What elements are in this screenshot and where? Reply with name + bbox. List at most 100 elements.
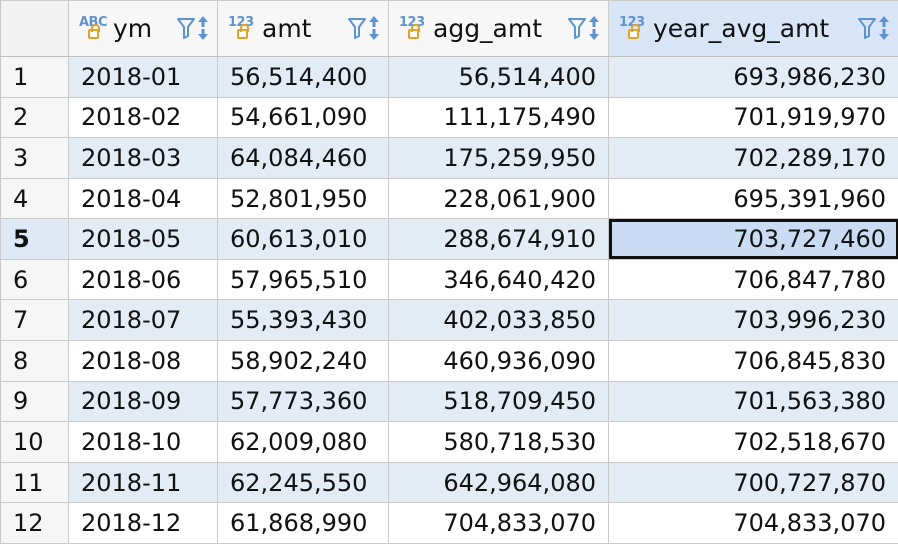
cell-ym[interactable]: 2018-10 xyxy=(68,421,218,463)
lock-icon xyxy=(628,23,640,39)
row-number[interactable]: 5 xyxy=(0,218,69,260)
cell-year-avg-amt[interactable]: 706,847,780 xyxy=(608,258,898,301)
grid-body: 1 2018-01 56,514,400 56,514,400 693,986,230 2… xyxy=(0,56,898,544)
cell-ym[interactable]: 2018-02 xyxy=(68,96,218,139)
cell-ym[interactable]: 2018-11 xyxy=(68,461,218,504)
cell-year-avg-amt[interactable]: 701,919,970 xyxy=(608,96,898,139)
cell-ym[interactable]: 2018-12 xyxy=(68,502,218,544)
cell-ym[interactable]: 2018-01 xyxy=(68,56,218,98)
cell-ym[interactable]: 2018-06 xyxy=(68,258,218,301)
row-number[interactable]: 7 xyxy=(0,299,69,342)
cell-year-avg-amt[interactable]: 703,996,230 xyxy=(608,299,898,342)
cell-amt[interactable]: 62,009,080 xyxy=(217,421,389,463)
column-header-agg-amt[interactable]: 123 agg_amt xyxy=(388,0,609,57)
lock-icon xyxy=(88,23,100,39)
cell-year-avg-amt[interactable]: 695,391,960 xyxy=(608,177,898,220)
cell-agg-amt[interactable]: 580,718,530 xyxy=(388,421,609,463)
row-number[interactable]: 4 xyxy=(0,177,69,220)
filter-icon[interactable] xyxy=(858,17,876,39)
cell-amt[interactable]: 56,514,400 xyxy=(217,56,389,98)
cell-ym[interactable]: 2018-08 xyxy=(68,340,218,382)
cell-amt[interactable]: 54,661,090 xyxy=(217,96,389,139)
lock-type-icon: 123 xyxy=(228,16,258,42)
table-row[interactable]: 8 2018-08 58,902,240 460,936,090 706,845,830 xyxy=(0,340,898,382)
cell-year-avg-amt[interactable]: 700,727,870 xyxy=(608,461,898,504)
column-name: agg_amt xyxy=(433,13,543,43)
row-number[interactable]: 8 xyxy=(0,340,69,382)
column-header-year-avg-amt[interactable]: 123 year_avg_amt xyxy=(608,0,898,57)
table-row[interactable]: 11 2018-11 62,245,550 642,964,080 700,727,87… xyxy=(0,461,898,504)
cell-agg-amt[interactable]: 56,514,400 xyxy=(388,56,609,98)
column-header-amt[interactable]: 123 amt xyxy=(217,0,389,57)
cell-ym[interactable]: 2018-09 xyxy=(68,380,218,423)
cell-amt[interactable]: 62,245,550 xyxy=(217,461,389,504)
cell-ym[interactable]: 2018-04 xyxy=(68,177,218,220)
filter-icon[interactable] xyxy=(568,17,586,39)
row-number[interactable]: 12 xyxy=(0,502,69,544)
row-number[interactable]: 11 xyxy=(0,461,69,504)
cell-amt[interactable]: 61,868,990 xyxy=(217,502,389,544)
table-row[interactable]: 9 2018-09 57,773,360 518,709,450 701,563,380 xyxy=(0,380,898,423)
header-row: ABC ym 123 amt 123 agg_amt 123 year_avg_amt xyxy=(0,0,898,57)
table-row[interactable]: 12 2018-12 61,868,990 704,833,070 704,833,07… xyxy=(0,502,898,544)
lock-type-icon: ABC xyxy=(79,16,109,42)
column-name: ym xyxy=(113,13,153,43)
row-number[interactable]: 2 xyxy=(0,96,69,139)
cell-agg-amt[interactable]: 288,674,910 xyxy=(388,218,609,260)
lock-type-icon: 123 xyxy=(399,16,429,42)
cell-agg-amt[interactable]: 642,964,080 xyxy=(388,461,609,504)
table-row[interactable]: 6 2018-06 57,965,510 346,640,420 706,847,780 xyxy=(0,258,898,301)
table-row[interactable]: 4 2018-04 52,801,950 228,061,900 695,391,960 xyxy=(0,177,898,220)
cell-amt[interactable]: 64,084,460 xyxy=(217,137,389,179)
type-badge: ABC xyxy=(79,14,108,30)
table-row[interactable]: 2 2018-02 54,661,090 111,175,490 701,919,970 xyxy=(0,96,898,139)
sort-icon[interactable] xyxy=(878,15,890,41)
cell-year-avg-amt[interactable]: 701,563,380 xyxy=(608,380,898,423)
lock-icon xyxy=(237,23,249,39)
cell-agg-amt[interactable]: 111,175,490 xyxy=(388,96,609,139)
cell-agg-amt[interactable]: 228,061,900 xyxy=(388,177,609,220)
filter-icon[interactable] xyxy=(177,17,195,39)
cell-amt[interactable]: 60,613,010 xyxy=(217,218,389,260)
table-row[interactable]: 3 2018-03 64,084,460 175,259,950 702,289,170 xyxy=(0,137,898,179)
table-row[interactable]: 1 2018-01 56,514,400 56,514,400 693,986,230 xyxy=(0,56,898,98)
row-number[interactable]: 9 xyxy=(0,380,69,423)
lock-icon xyxy=(408,23,420,39)
column-header-ym[interactable]: ABC ym xyxy=(68,0,218,57)
cell-agg-amt[interactable]: 175,259,950 xyxy=(388,137,609,179)
filter-icon[interactable] xyxy=(348,17,366,39)
cell-year-avg-amt[interactable]: 704,833,070 xyxy=(608,502,898,544)
corner-cell[interactable] xyxy=(0,0,69,57)
cell-year-avg-amt[interactable]: 693,986,230 xyxy=(608,56,898,98)
table-row[interactable]: 5 2018-05 60,613,010 288,674,910 703,727,460 xyxy=(0,218,898,260)
sort-icon[interactable] xyxy=(197,15,209,41)
lock-type-icon: 123 xyxy=(619,16,649,42)
row-number[interactable]: 3 xyxy=(0,137,69,179)
table-row[interactable]: 7 2018-07 55,393,430 402,033,850 703,996,230 xyxy=(0,299,898,342)
cell-amt[interactable]: 52,801,950 xyxy=(217,177,389,220)
cell-ym[interactable]: 2018-07 xyxy=(68,299,218,342)
row-number[interactable]: 10 xyxy=(0,421,69,463)
cell-amt[interactable]: 55,393,430 xyxy=(217,299,389,342)
cell-amt[interactable]: 57,773,360 xyxy=(217,380,389,423)
cell-year-avg-amt[interactable]: 702,289,170 xyxy=(608,137,898,179)
cell-agg-amt[interactable]: 402,033,850 xyxy=(388,299,609,342)
sort-icon[interactable] xyxy=(368,15,380,41)
cell-amt[interactable]: 58,902,240 xyxy=(217,340,389,382)
cell-agg-amt[interactable]: 346,640,420 xyxy=(388,258,609,301)
cell-agg-amt[interactable]: 704,833,070 xyxy=(388,502,609,544)
cell-year-avg-amt[interactable]: 706,845,830 xyxy=(608,340,898,382)
sort-icon[interactable] xyxy=(588,15,600,41)
cell-year-avg-amt[interactable]: 702,518,670 xyxy=(608,421,898,463)
cell-ym[interactable]: 2018-03 xyxy=(68,137,218,179)
cell-agg-amt[interactable]: 460,936,090 xyxy=(388,340,609,382)
cell-ym[interactable]: 2018-05 xyxy=(68,218,218,260)
cell-year-avg-amt[interactable]: 703,727,460 xyxy=(608,218,898,260)
table-row[interactable]: 10 2018-10 62,009,080 580,718,530 702,518,67… xyxy=(0,421,898,463)
row-number[interactable]: 1 xyxy=(0,56,69,98)
row-number[interactable]: 6 xyxy=(0,258,69,301)
cell-amt[interactable]: 57,965,510 xyxy=(217,258,389,301)
column-name: year_avg_amt xyxy=(653,13,830,43)
cell-agg-amt[interactable]: 518,709,450 xyxy=(388,380,609,423)
